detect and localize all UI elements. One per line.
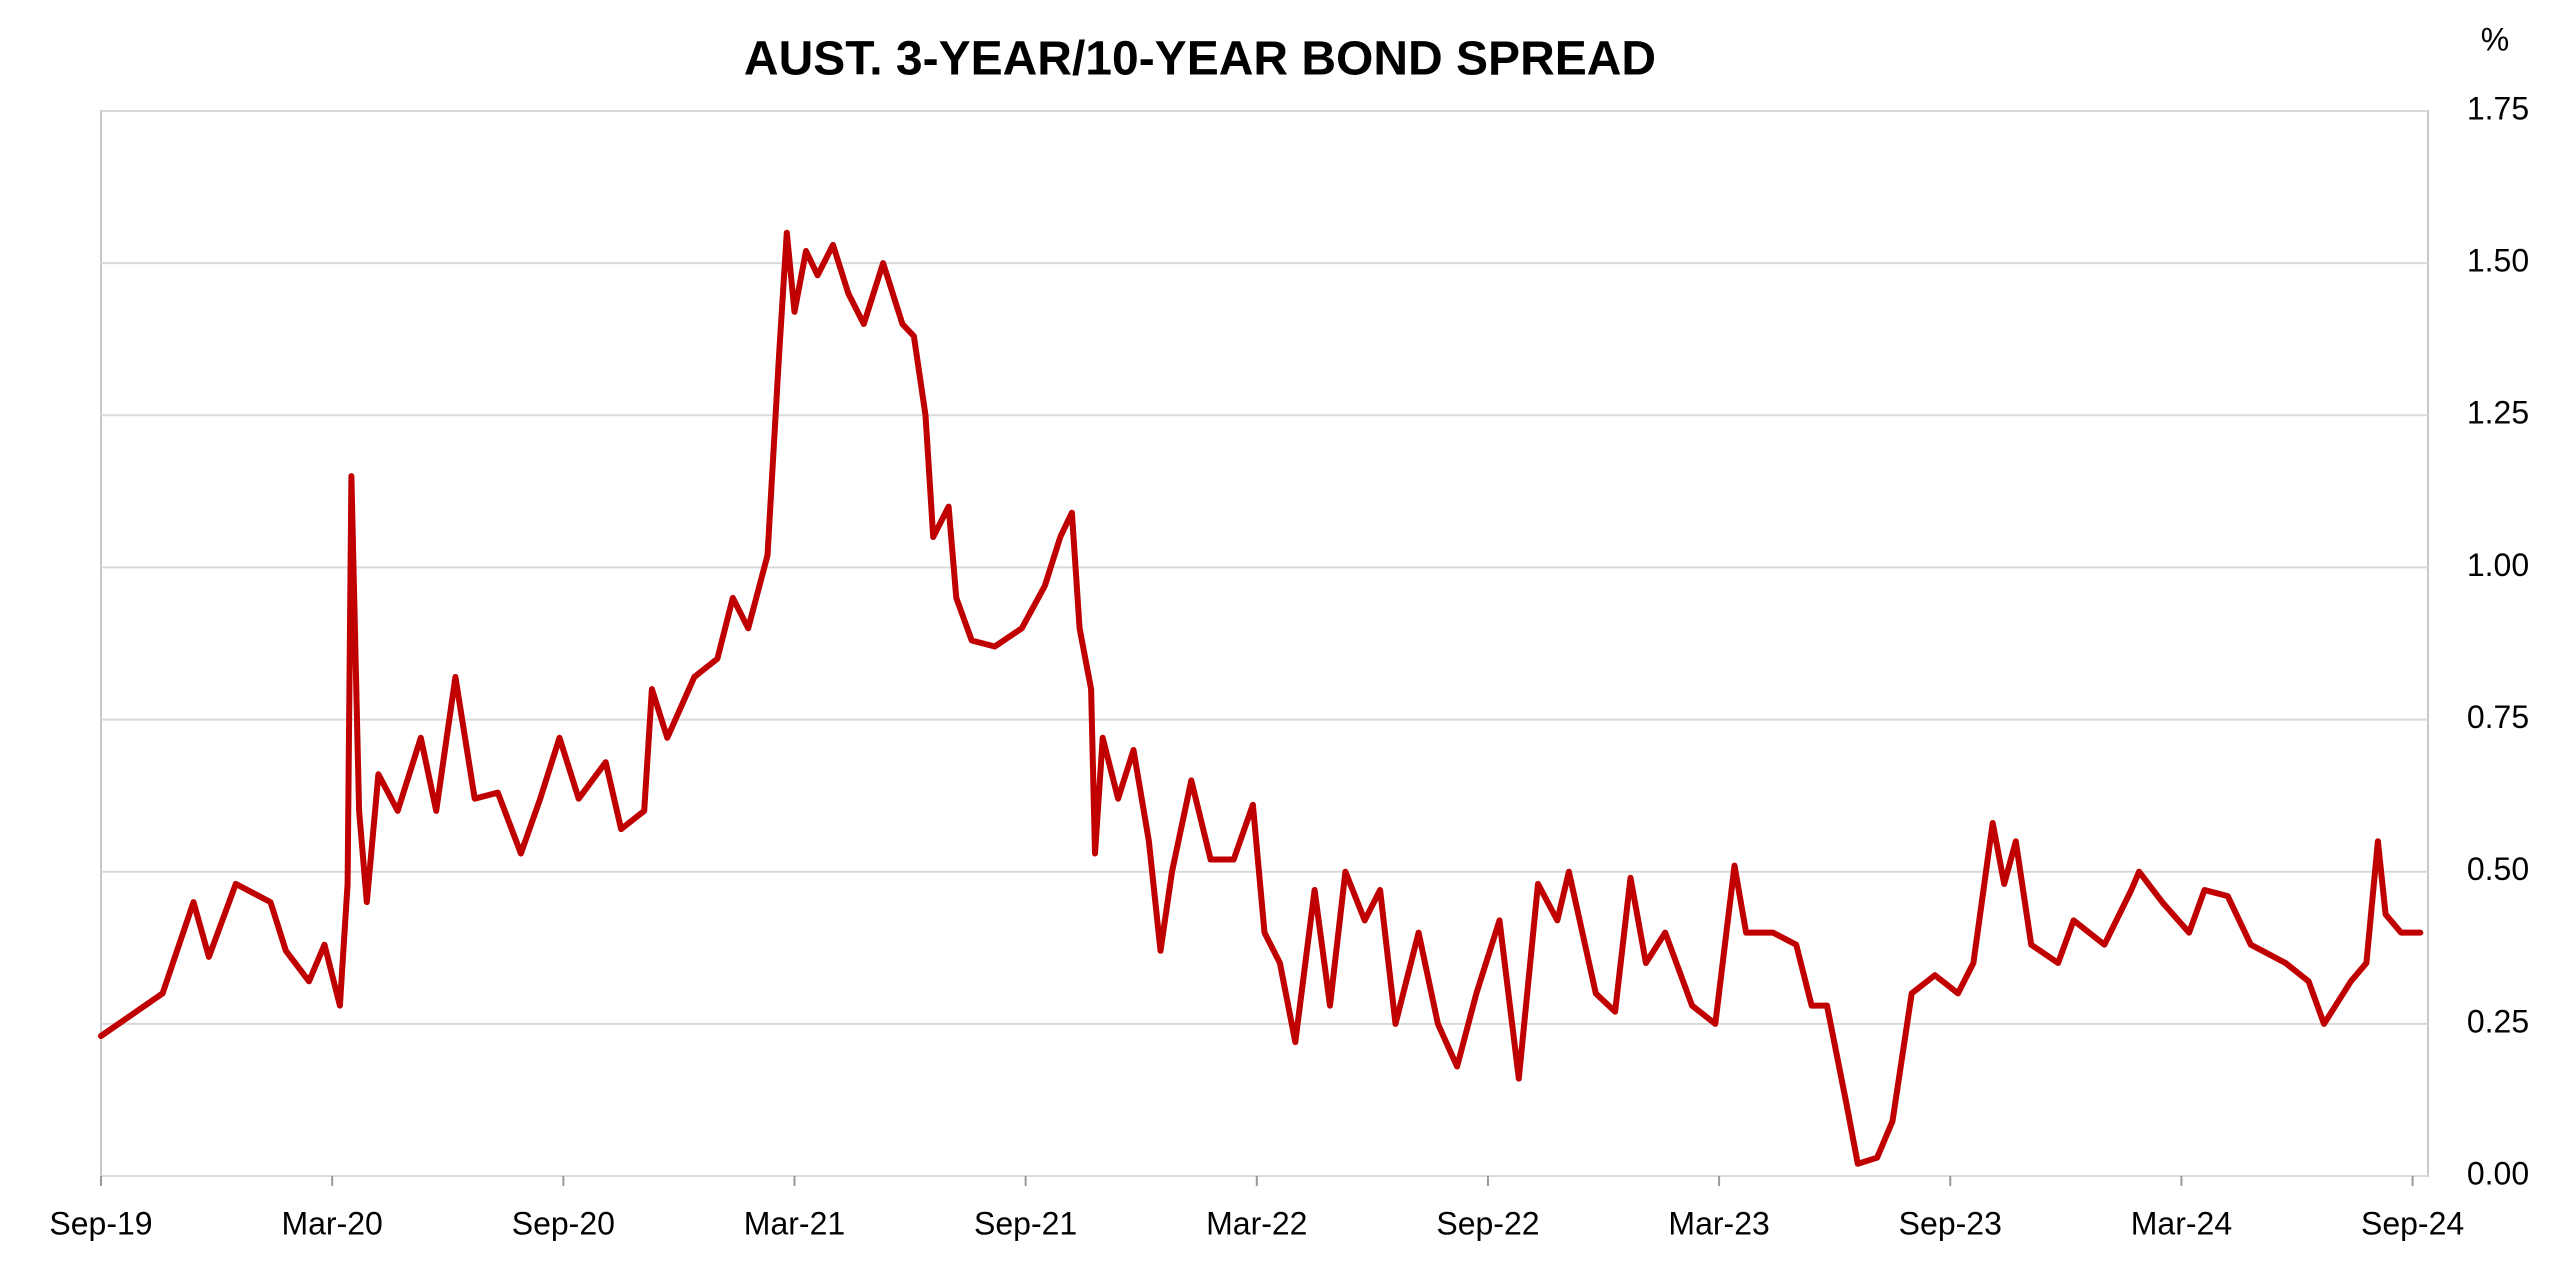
y-tick-label: 1.50 <box>2467 243 2529 279</box>
y-tick-label: 1.00 <box>2467 547 2529 583</box>
x-tick-label: Sep-22 <box>1436 1205 1539 1241</box>
chart-title: AUST. 3-YEAR/10-YEAR BOND SPREAD <box>744 33 1656 86</box>
y-tick-label: 1.25 <box>2467 395 2529 431</box>
x-tick-label: Sep-24 <box>2361 1205 2464 1241</box>
x-tick-label: Sep-19 <box>49 1205 152 1241</box>
y-tick-label: 1.75 <box>2467 90 2529 126</box>
x-tick-label: Sep-23 <box>1899 1205 2002 1241</box>
y-tick-label: 0.75 <box>2467 699 2529 735</box>
x-tick-label: Mar-24 <box>2131 1205 2232 1241</box>
x-tick-label: Mar-23 <box>1668 1205 1769 1241</box>
y-tick-label: 0.25 <box>2467 1003 2529 1039</box>
data-line <box>98 229 2424 1167</box>
y-tick-label: 0.00 <box>2467 1155 2529 1191</box>
x-tick-label: Mar-20 <box>281 1205 382 1241</box>
x-tick-label: Mar-22 <box>1206 1205 1307 1241</box>
y-unit-label: % <box>2481 21 2509 57</box>
x-tick-label: Sep-21 <box>974 1205 1077 1241</box>
x-tick-label: Sep-20 <box>512 1205 615 1241</box>
y-tick-label: 0.50 <box>2467 851 2529 887</box>
x-tick-label: Mar-21 <box>744 1205 845 1241</box>
